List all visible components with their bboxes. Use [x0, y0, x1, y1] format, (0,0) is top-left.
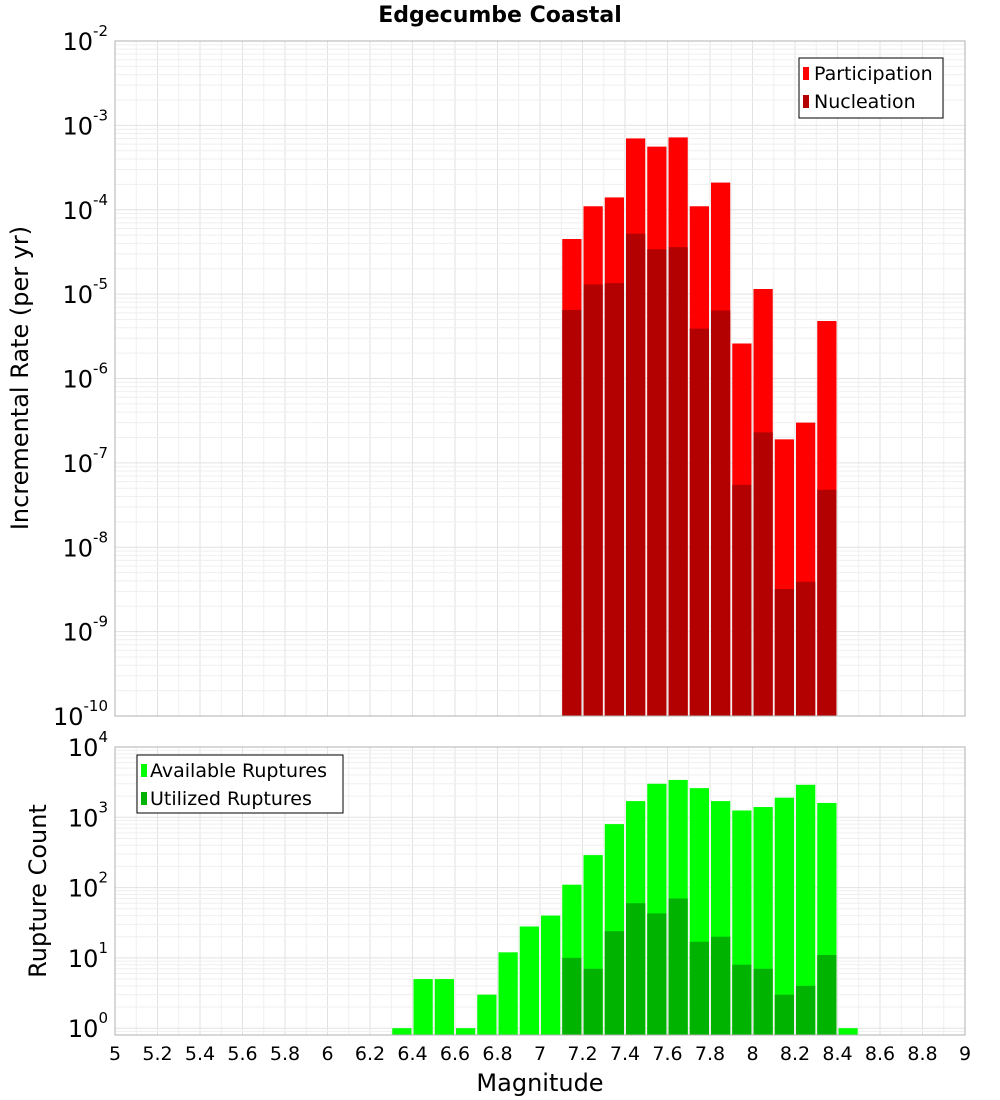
top-y-tick-label: 10-4	[62, 191, 108, 225]
top-y-tick-label: 10-9	[62, 613, 108, 647]
available-ruptures-legend-swatch	[141, 764, 147, 777]
bottom-panel: 100 101 102 103 104 5 5.2 5.4 5.6 5.8 6 6.2 6.4 6.6 6…	[24, 728, 971, 1097]
nucleation-bar	[796, 581, 816, 716]
utilized-ruptures-bar	[732, 964, 752, 1035]
utilized-ruptures-bar	[647, 913, 667, 1035]
bottom-y-axis-label: Rupture Count	[24, 804, 52, 978]
x-tick-label: 7.8	[695, 1043, 725, 1065]
utilized-ruptures-bar	[753, 968, 773, 1035]
nucleation-bar	[817, 489, 837, 716]
utilized-ruptures-bar	[562, 957, 582, 1035]
top-y-tick-label: 10-5	[62, 275, 108, 309]
available-ruptures-bar	[774, 797, 794, 1035]
x-tick-label: 8.4	[822, 1043, 852, 1065]
participation-legend-swatch	[803, 67, 809, 80]
x-tick-label: 8	[746, 1043, 758, 1065]
nucleation-bar	[689, 328, 709, 716]
x-tick-label: 5.6	[227, 1043, 257, 1065]
x-tick-label: 5.2	[142, 1043, 172, 1065]
top-panel: 10-10 10-9 10-8 10-7 10-6 10-5 10-4 10-3 10-2 Ed…	[6, 3, 966, 731]
chart-title: Edgecumbe Coastal	[378, 3, 622, 28]
x-tick-label: 8.8	[907, 1043, 937, 1065]
utilized-ruptures-legend-label: Utilized Ruptures	[150, 788, 312, 810]
bottom-y-tick-label: 103	[68, 798, 108, 832]
top-y-tick-label: 10-7	[62, 444, 108, 478]
x-tick-label: 7.6	[652, 1043, 682, 1065]
nucleation-bar	[604, 283, 624, 716]
nucleation-bar	[753, 432, 773, 716]
top-y-tick-label: 10-6	[62, 360, 108, 394]
bottom-plot-frame	[114, 746, 966, 1036]
nucleation-bar	[711, 310, 731, 716]
top-bars	[562, 137, 837, 717]
available-ruptures-bar	[456, 1028, 476, 1035]
utilized-ruptures-bar	[774, 994, 794, 1035]
utilized-ruptures-bar	[604, 931, 624, 1035]
utilized-ruptures-bar	[817, 954, 837, 1035]
x-axis-label: Magnitude	[476, 1069, 603, 1097]
x-tick-label: 8.2	[780, 1043, 810, 1065]
available-ruptures-bar	[498, 952, 518, 1035]
bottom-legend: Available Ruptures Utilized Ruptures	[136, 754, 344, 814]
available-ruptures-bar	[413, 979, 433, 1035]
top-legend-box	[798, 57, 944, 119]
x-tick-label: 6.6	[440, 1043, 470, 1065]
x-tick-label: 5.8	[270, 1043, 300, 1065]
top-y-tick-label: 10-10	[53, 697, 108, 731]
participation-legend-label: Participation	[814, 63, 933, 85]
utilized-ruptures-bar	[583, 968, 603, 1035]
nucleation-bar	[583, 284, 603, 716]
available-ruptures-bar	[434, 979, 454, 1035]
bottom-y-tick-label: 104	[68, 728, 108, 762]
top-y-tick-label: 10-8	[62, 528, 108, 562]
nucleation-bar	[626, 233, 646, 716]
x-tick-label: 6.8	[482, 1043, 512, 1065]
x-tick-label: 5.4	[185, 1043, 215, 1065]
x-tick-label: 7	[534, 1043, 546, 1065]
available-ruptures-bar	[541, 915, 561, 1035]
x-tick-label: 5	[109, 1043, 121, 1065]
utilized-ruptures-bar	[626, 903, 646, 1035]
nucleation-bar	[668, 247, 688, 716]
nucleation-legend-swatch	[803, 95, 809, 108]
nucleation-bar	[562, 309, 582, 716]
available-ruptures-bar	[392, 1028, 412, 1035]
x-tick-label: 6.4	[397, 1043, 427, 1065]
available-ruptures-legend-label: Available Ruptures	[150, 760, 327, 782]
nucleation-bar	[774, 589, 794, 716]
available-ruptures-bar	[519, 926, 539, 1035]
x-tick-label: 7.4	[610, 1043, 640, 1065]
top-y-tick-label: 10-2	[62, 22, 108, 56]
bottom-y-tick-label: 101	[68, 939, 108, 973]
available-ruptures-bar	[477, 994, 497, 1035]
top-y-tick-label: 10-3	[62, 106, 108, 140]
available-ruptures-bar	[838, 1028, 858, 1035]
utilized-ruptures-bar	[711, 936, 731, 1035]
bottom-legend-box	[136, 754, 344, 814]
top-grid	[114, 40, 966, 717]
bottom-bars	[392, 779, 858, 1035]
bottom-y-tick-label: 100	[68, 1009, 108, 1043]
utilized-ruptures-bar	[796, 985, 816, 1035]
x-tick-label: 9	[959, 1043, 971, 1065]
nucleation-bar	[732, 484, 752, 716]
top-plot-frame	[114, 40, 966, 717]
x-tick-label: 6	[321, 1043, 333, 1065]
utilized-ruptures-legend-swatch	[141, 792, 147, 805]
x-tick-label: 8.6	[865, 1043, 895, 1065]
bottom-y-tick-label: 102	[68, 869, 108, 903]
available-ruptures-bar	[796, 784, 816, 1035]
top-y-axis-label: Incremental Rate (per yr)	[6, 226, 34, 530]
top-y-ticks: 10-10 10-9 10-8 10-7 10-6 10-5 10-4 10-3 10-2	[53, 22, 108, 731]
top-legend: Participation Nucleation	[798, 57, 944, 119]
nucleation-legend-label: Nucleation	[814, 91, 916, 113]
x-tick-label: 7.2	[567, 1043, 597, 1065]
x-ticks: 5 5.2 5.4 5.6 5.8 6 6.2 6.4 6.6 6.8 7 7.2 7.4 7.6 7.8 8…	[109, 1043, 971, 1065]
x-tick-label: 6.2	[355, 1043, 385, 1065]
nucleation-bar	[647, 249, 667, 716]
bottom-y-ticks: 100 101 102 103 104	[68, 728, 108, 1043]
utilized-ruptures-bar	[668, 898, 688, 1035]
utilized-ruptures-bar	[689, 941, 709, 1035]
